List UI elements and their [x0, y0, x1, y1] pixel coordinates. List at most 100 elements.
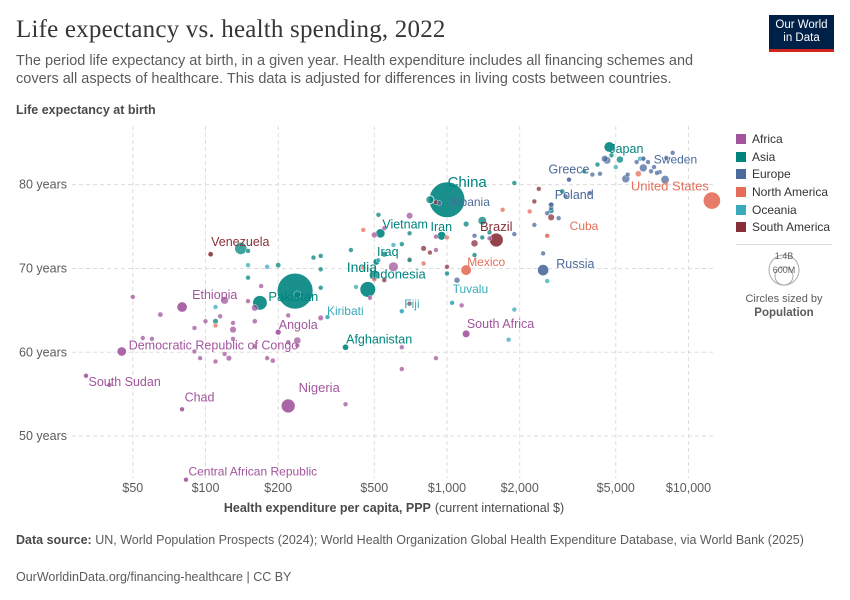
point-honduras[interactable]: Honduras — [360, 265, 366, 271]
point-bangladesh[interactable]: Bangladesh — [234, 241, 248, 255]
point-albania[interactable]: Albania — [436, 200, 442, 206]
point-guinea[interactable]: Guinea — [212, 358, 219, 365]
point-maldives[interactable]: Maldives — [511, 180, 517, 186]
point-czechia[interactable]: Czechia — [587, 190, 593, 196]
point-chad[interactable]: Chad — [179, 406, 185, 412]
point-gabon[interactable]: Gabon — [367, 295, 373, 301]
point-tonga[interactable]: Tonga — [375, 257, 382, 263]
legend-item-south-america[interactable]: South America — [736, 218, 830, 236]
point-armenia[interactable]: Armenia — [479, 234, 485, 241]
point-ghana[interactable]: Ghana — [317, 314, 324, 321]
point-greece[interactable]: Greece — [566, 177, 572, 183]
point-spain[interactable]: Spain — [601, 155, 609, 163]
point-new-zealand[interactable]: New Zealand — [613, 164, 619, 170]
point-botswana[interactable]: Botswana — [459, 302, 465, 308]
point-switzerland[interactable]: Switzerland — [670, 150, 676, 156]
point-zambia[interactable]: Zambia — [285, 339, 291, 345]
point-bolivia[interactable]: Bolivia — [381, 277, 387, 283]
point-equatorial-guinea[interactable]: Equatorial Guinea — [399, 344, 405, 350]
point-libya[interactable]: Libya — [433, 247, 439, 253]
legend-item-oceania[interactable]: Oceania — [736, 201, 830, 219]
point-niger[interactable]: Niger — [149, 336, 155, 342]
point-somalia[interactable]: Somalia — [106, 382, 113, 388]
point-mali[interactable]: Mali — [197, 355, 203, 361]
point-israel[interactable]: Israel — [594, 161, 601, 168]
point-egypt[interactable]: Egypt — [388, 261, 399, 273]
point-hungary[interactable]: Hungary — [544, 210, 550, 216]
point-uruguay[interactable]: Uruguay — [531, 198, 537, 205]
point-ethiopia[interactable]: Ethiopia — [176, 301, 188, 313]
point-algeria[interactable]: Algeria — [406, 212, 413, 220]
point-cuba[interactable]: Cuba — [544, 233, 550, 239]
point-guinea-bissau[interactable]: Guinea-Bissau — [202, 318, 209, 324]
point-angola[interactable]: Angola — [275, 329, 282, 336]
point-micronesia[interactable]: Micronesia — [353, 284, 359, 290]
point-tunisia[interactable]: Tunisia — [433, 234, 439, 240]
point-lithuania[interactable]: Lithuania — [556, 215, 562, 221]
point-guyana[interactable]: Guyana — [406, 301, 413, 307]
point-romania[interactable]: Romania — [531, 222, 537, 228]
point-kazakhstan[interactable]: Kazakhstan — [444, 270, 450, 277]
point-nicaragua[interactable]: Nicaragua — [360, 227, 366, 233]
point-namibia[interactable]: Namibia — [433, 355, 439, 361]
point-estonia[interactable]: Estonia — [563, 193, 569, 200]
point-mexico[interactable]: Mexico — [460, 264, 472, 276]
point-costa-rica[interactable]: Costa Rica — [500, 207, 506, 213]
point-azerbaijan[interactable]: Azerbaijan — [399, 241, 405, 247]
point-lebanon[interactable]: Lebanon — [486, 229, 493, 236]
point-eswatini[interactable]: Eswatini — [399, 366, 405, 372]
point-mozambique[interactable]: Mozambique — [225, 355, 232, 362]
point-kiribati[interactable]: Kiribati — [324, 314, 331, 320]
point-georgia[interactable]: Georgia — [471, 252, 478, 258]
point-argentina[interactable]: Argentina — [547, 213, 555, 221]
legend-item-africa[interactable]: Africa — [736, 130, 830, 148]
point-vanuatu[interactable]: Vanuatu — [245, 262, 251, 268]
point-nigeria[interactable]: Nigeria — [280, 398, 296, 414]
point-canada[interactable]: Canada — [635, 170, 642, 177]
point-central-african-republic[interactable]: Central African Republic — [183, 477, 189, 483]
point-tuvalu[interactable]: Tuvalu — [449, 300, 455, 306]
point-mauritania[interactable]: Mauritania — [285, 312, 291, 319]
point-tajikistan[interactable]: Tajikistan — [310, 254, 317, 261]
point-bhutan[interactable]: Bhutan — [348, 247, 354, 253]
point-panama[interactable]: Panama — [527, 208, 533, 215]
point-peru[interactable]: Peru — [420, 245, 427, 252]
point-sierra-leone[interactable]: Sierra Leone — [294, 342, 300, 349]
point-indonesia[interactable]: Indonesia — [359, 281, 377, 298]
point-india[interactable]: India — [276, 272, 314, 310]
point-mauritius[interactable]: Mauritius — [486, 235, 493, 241]
point-south-africa[interactable]: South Africa — [462, 329, 471, 338]
point-suriname[interactable]: Suriname — [427, 249, 433, 256]
point-samoa[interactable]: Samoa — [390, 242, 397, 248]
footer-license[interactable]: CC BY — [253, 570, 292, 584]
owid-logo[interactable]: Our World in Data — [769, 15, 834, 52]
point-united-states[interactable]: United States — [702, 191, 722, 210]
point-uganda[interactable]: Uganda — [229, 326, 237, 334]
point-congo[interactable]: Congo — [230, 320, 236, 326]
point-singapore[interactable]: Singapore — [608, 152, 615, 158]
point-lesotho[interactable]: Lesotho — [342, 401, 349, 407]
point-marshall-islands[interactable]: Marshall Islands — [511, 306, 517, 313]
point-belarus[interactable]: Belarus — [471, 233, 478, 239]
point-solomon-islands[interactable]: Solomon Islands — [264, 264, 270, 270]
point-palau[interactable]: Palau — [506, 337, 512, 343]
point-gambia[interactable]: Gambia — [217, 313, 223, 319]
point-burundi[interactable]: Burundi — [140, 335, 146, 341]
point-timor-leste[interactable]: Timor-Leste — [318, 285, 324, 291]
point-korea[interactable]: Korea — [616, 155, 624, 164]
point-france[interactable]: France — [639, 163, 648, 172]
point-japan[interactable]: Japan — [603, 141, 616, 153]
point-kyrgyzstan[interactable]: Kyrgyzstan — [318, 253, 324, 259]
point-rwanda[interactable]: Rwanda — [245, 298, 251, 304]
point-sri-lanka[interactable]: Sri Lanka — [375, 212, 382, 218]
point-qatar[interactable]: Qatar — [581, 168, 587, 174]
point-thailand[interactable]: Thailand — [425, 195, 435, 205]
point-norway[interactable]: Norway — [663, 155, 669, 161]
point-colombia[interactable]: Colombia — [470, 239, 479, 247]
point-slovenia[interactable]: Slovenia — [597, 171, 603, 177]
point-venezuela[interactable]: Venezuela — [207, 251, 214, 257]
point-benin[interactable]: Benin — [191, 348, 198, 355]
point-nauru[interactable]: Nauru — [544, 278, 550, 284]
point-belgium[interactable]: Belgium — [648, 168, 654, 174]
point-netherlands[interactable]: Netherlands — [651, 164, 657, 170]
